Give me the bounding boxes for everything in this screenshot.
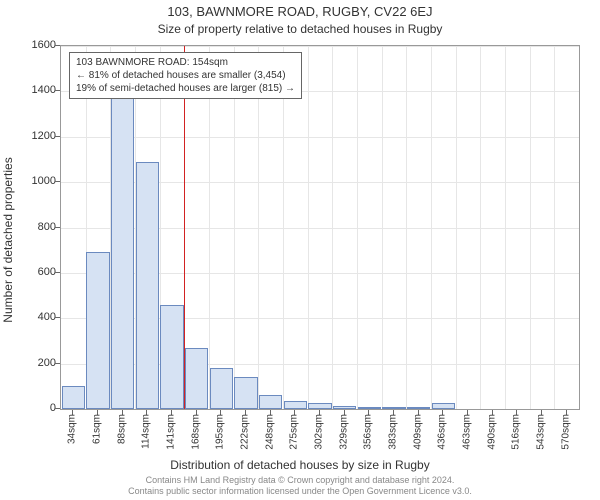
histogram-bar — [308, 403, 331, 409]
histogram-bar — [160, 305, 183, 409]
y-tick-label: 0 — [16, 402, 56, 414]
grid-line-v — [431, 46, 432, 409]
y-tick-label: 1200 — [16, 130, 56, 142]
histogram-bar — [382, 407, 405, 409]
grid-line-v — [382, 46, 383, 409]
x-tick-label: 356sqm — [363, 414, 374, 450]
histogram-bar — [111, 96, 134, 409]
x-tick-label: 222sqm — [240, 414, 251, 450]
grid-line-v — [332, 46, 333, 409]
y-axis-label: Number of detached properties — [1, 157, 15, 322]
histogram-bar — [210, 368, 233, 409]
histogram-bar — [407, 407, 430, 409]
annotation-line1: 103 BAWNMORE ROAD: 154sqm — [76, 56, 295, 69]
reference-line — [184, 46, 185, 409]
histogram-bar — [86, 252, 109, 409]
annotation-box: 103 BAWNMORE ROAD: 154sqm ← 81% of detac… — [69, 52, 302, 99]
x-tick-label: 409sqm — [412, 414, 423, 450]
grid-line-h — [61, 137, 579, 138]
y-tick-label: 1600 — [16, 39, 56, 51]
y-tick-label: 800 — [16, 221, 56, 233]
attribution: Contains HM Land Registry data © Crown c… — [0, 475, 600, 497]
y-tick-label: 600 — [16, 266, 56, 278]
grid-line-v — [209, 46, 210, 409]
x-tick-label: 168sqm — [190, 414, 201, 450]
plot-area: 103 BAWNMORE ROAD: 154sqm ← 81% of detac… — [60, 45, 580, 410]
histogram-bar — [62, 386, 85, 409]
x-tick-label: 248sqm — [264, 414, 275, 450]
x-axis-label: Distribution of detached houses by size … — [0, 458, 600, 472]
grid-line-v — [283, 46, 284, 409]
grid-line-v — [357, 46, 358, 409]
x-tick-label: 490sqm — [486, 414, 497, 450]
histogram-bar — [259, 395, 282, 409]
annotation-line2: ← 81% of detached houses are smaller (3,… — [76, 69, 295, 82]
histogram-bar — [185, 348, 208, 409]
grid-line-h — [61, 46, 579, 47]
grid-line-v — [505, 46, 506, 409]
x-tick-label: 570sqm — [560, 414, 571, 450]
attribution-line1: Contains HM Land Registry data © Crown c… — [0, 475, 600, 486]
x-tick-label: 543sqm — [536, 414, 547, 450]
grid-line-v — [234, 46, 235, 409]
histogram-bar — [284, 401, 307, 409]
x-tick-label: 436sqm — [437, 414, 448, 450]
grid-line-v — [406, 46, 407, 409]
annotation-line3: 19% of semi-detached houses are larger (… — [76, 82, 295, 95]
x-tick-label: 329sqm — [338, 414, 349, 450]
x-tick-label: 383sqm — [388, 414, 399, 450]
attribution-line2: Contains public sector information licen… — [0, 486, 600, 497]
x-tick-label: 114sqm — [141, 414, 152, 449]
histogram-bar — [432, 403, 455, 409]
x-tick-label: 88sqm — [116, 414, 127, 444]
histogram-bar — [358, 407, 381, 409]
y-tick-label: 1000 — [16, 175, 56, 187]
x-tick-label: 195sqm — [215, 414, 226, 450]
grid-line-v — [530, 46, 531, 409]
grid-line-v — [258, 46, 259, 409]
histogram-bar — [136, 162, 159, 409]
grid-line-v — [480, 46, 481, 409]
y-tick-label: 1400 — [16, 84, 56, 96]
x-tick-label: 275sqm — [289, 414, 300, 450]
x-tick-label: 34sqm — [67, 414, 78, 444]
x-tick-label: 516sqm — [511, 414, 522, 450]
x-tick-label: 61sqm — [92, 414, 103, 444]
y-tick-label: 200 — [16, 357, 56, 369]
x-tick-label: 302sqm — [314, 414, 325, 450]
x-tick-label: 463sqm — [462, 414, 473, 450]
histogram-bar — [234, 377, 257, 409]
chart-title: 103, BAWNMORE ROAD, RUGBY, CV22 6EJ — [0, 4, 600, 19]
grid-line-v — [554, 46, 555, 409]
y-tick-label: 400 — [16, 311, 56, 323]
grid-line-v — [308, 46, 309, 409]
chart-container: 103, BAWNMORE ROAD, RUGBY, CV22 6EJ Size… — [0, 0, 600, 500]
histogram-bar — [333, 406, 356, 409]
x-tick-label: 141sqm — [166, 414, 177, 450]
grid-line-v — [456, 46, 457, 409]
chart-subtitle: Size of property relative to detached ho… — [0, 22, 600, 36]
